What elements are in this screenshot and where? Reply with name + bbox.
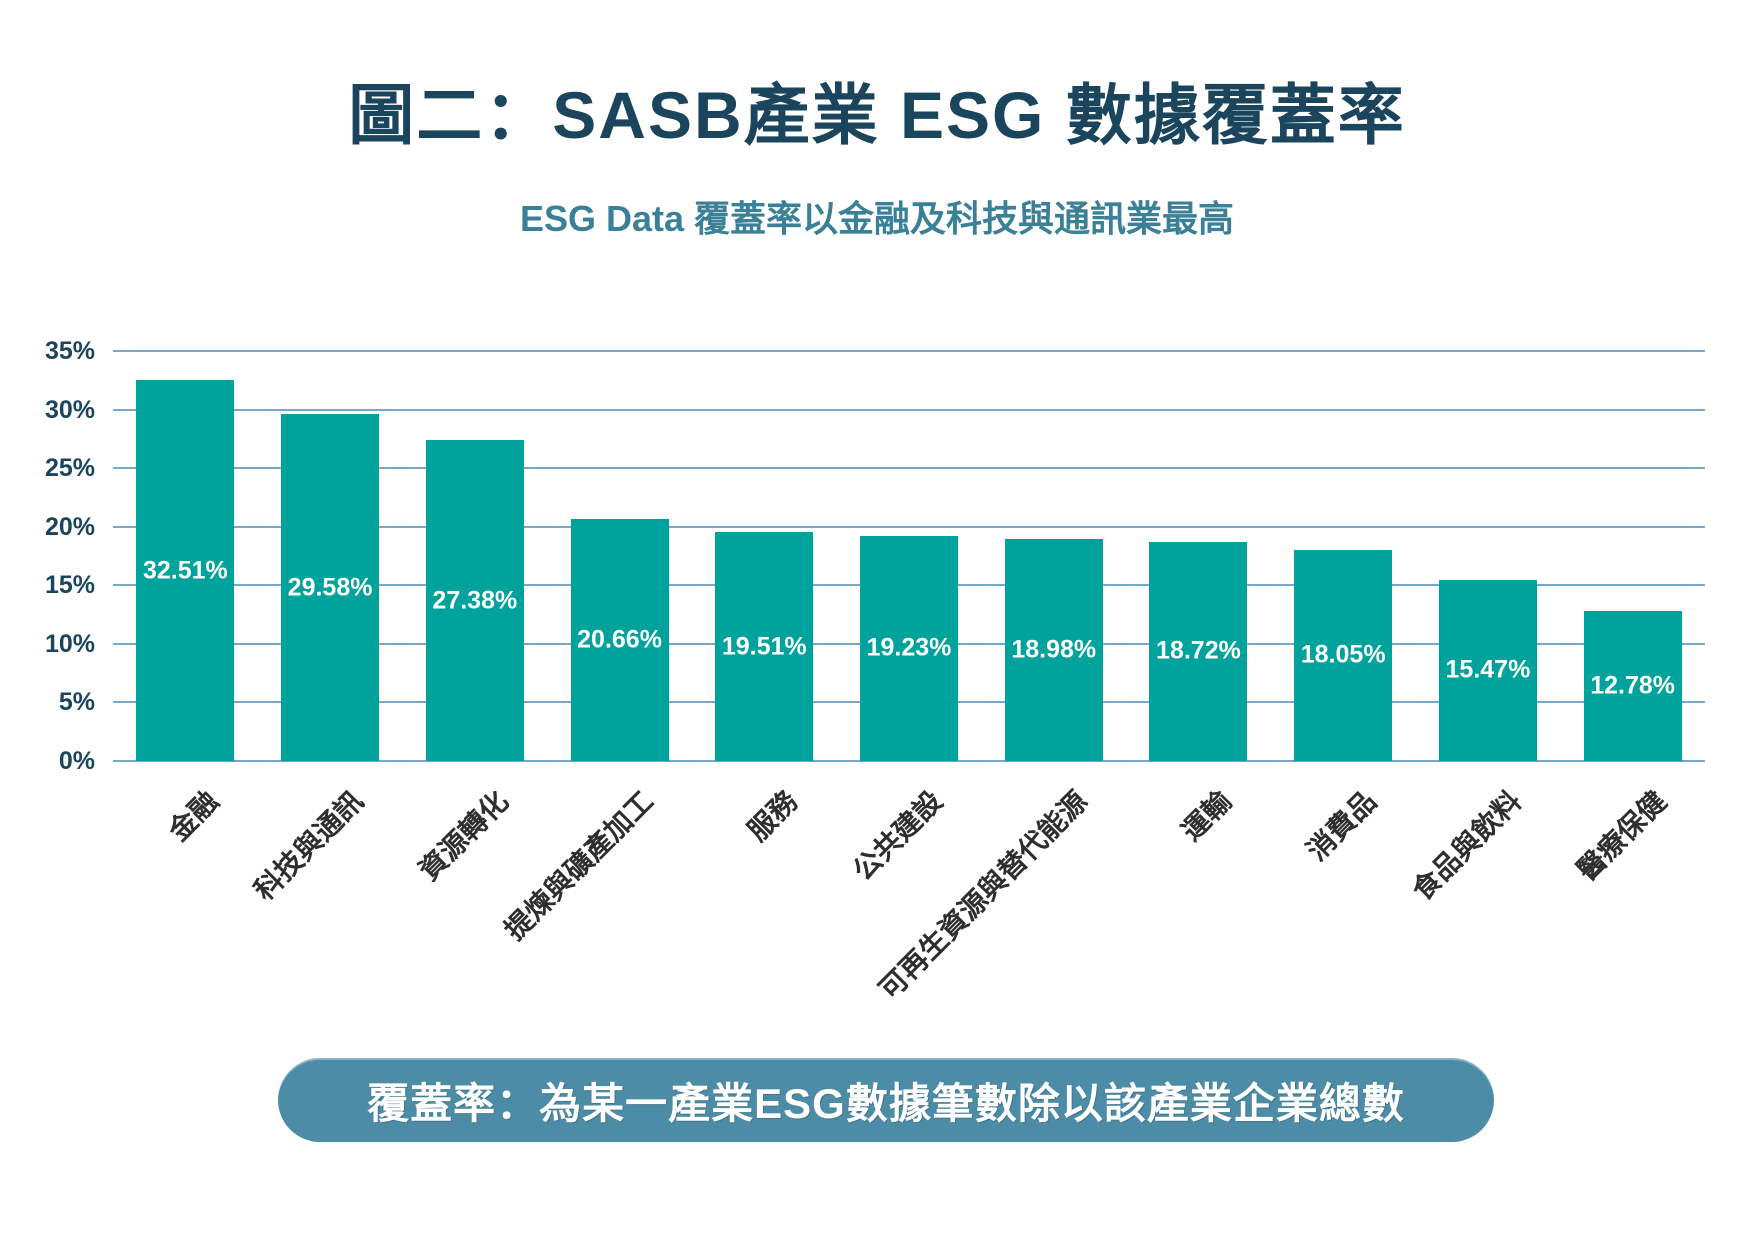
bar-食品與飲料: 15.47%: [1438, 579, 1537, 761]
bar-value-label: 18.72%: [1156, 636, 1241, 665]
bar-提煉與礦產加工: 20.66%: [570, 518, 669, 761]
y-axis-tick-label: 5%: [58, 688, 95, 717]
gridline-0%: [113, 760, 1705, 762]
bar-消費品: 18.05%: [1294, 549, 1393, 761]
bar-value-label: 19.23%: [866, 633, 952, 662]
x-axis-category-label: 科技與通訊: [248, 785, 370, 907]
x-axis-category-label: 提煉與礦產加工: [498, 785, 659, 946]
x-axis-category-label: 運輸: [1176, 785, 1238, 847]
x-axis-category-label: 金融: [163, 785, 225, 847]
y-axis-tick-label: 0%: [58, 747, 95, 775]
bar-value-label: 12.78%: [1590, 671, 1676, 700]
bar-value-label: 19.51%: [721, 632, 807, 661]
bar-服務: 19.51%: [715, 532, 814, 761]
bar-value-label: 15.47%: [1445, 655, 1531, 684]
bar-value-label: 32.51%: [142, 556, 228, 585]
bar-可再生資源與替代能源: 18.98%: [1004, 538, 1103, 761]
footnote-text: 覆蓋率：為某一產業ESG數據筆數除以該產業企業總數: [367, 1079, 1405, 1127]
chart-subtitle: ESG Data 覆蓋率以金融及科技與通訊業最高: [519, 198, 1235, 239]
bar-value-label: 20.66%: [577, 625, 662, 654]
bar-value-label: 18.05%: [1300, 640, 1386, 669]
x-axis-category-label: 服務: [741, 785, 804, 847]
bar-金融: 32.51%: [136, 380, 235, 761]
y-axis-tick-label: 25%: [44, 454, 95, 483]
bar-科技與通訊: 29.58%: [281, 414, 380, 761]
x-axis-category-label: 消費品: [1301, 785, 1383, 867]
bar-value-label: 18.98%: [1011, 635, 1097, 664]
x-axis-category-label: 醫療保健: [1570, 785, 1672, 887]
y-axis-tick-label: 30%: [44, 395, 95, 424]
x-axis-category-label: 資源轉化: [412, 785, 515, 887]
bar-資源轉化: 27.38%: [425, 440, 524, 761]
gridline-30%: [113, 408, 1705, 411]
y-axis-tick-label: 15%: [44, 571, 95, 600]
footnote-box: 覆蓋率：為某一產業ESG數據筆數除以該產業企業總數: [278, 1058, 1494, 1142]
bar-公共建設: 19.23%: [860, 535, 958, 761]
bar-value-label: 27.38%: [432, 586, 518, 615]
bar-運輸: 18.72%: [1149, 541, 1248, 761]
bar-醫療保健: 12.78%: [1583, 611, 1682, 761]
bar-value-label: 29.58%: [287, 573, 373, 602]
y-axis-tick-label: 20%: [44, 512, 95, 541]
y-axis-tick-label: 35%: [44, 337, 95, 365]
x-axis-category-label: 公共建設: [847, 785, 949, 887]
x-axis-category-label: 食品與飲料: [1406, 785, 1528, 907]
gridline-20%: [113, 525, 1705, 528]
y-axis-tick-label: 10%: [44, 629, 95, 658]
chart-title: 圖二：SASB產業 ESG 數據覆蓋率: [348, 78, 1406, 152]
gridline-35%: [113, 350, 1705, 352]
gridline-25%: [113, 467, 1705, 470]
